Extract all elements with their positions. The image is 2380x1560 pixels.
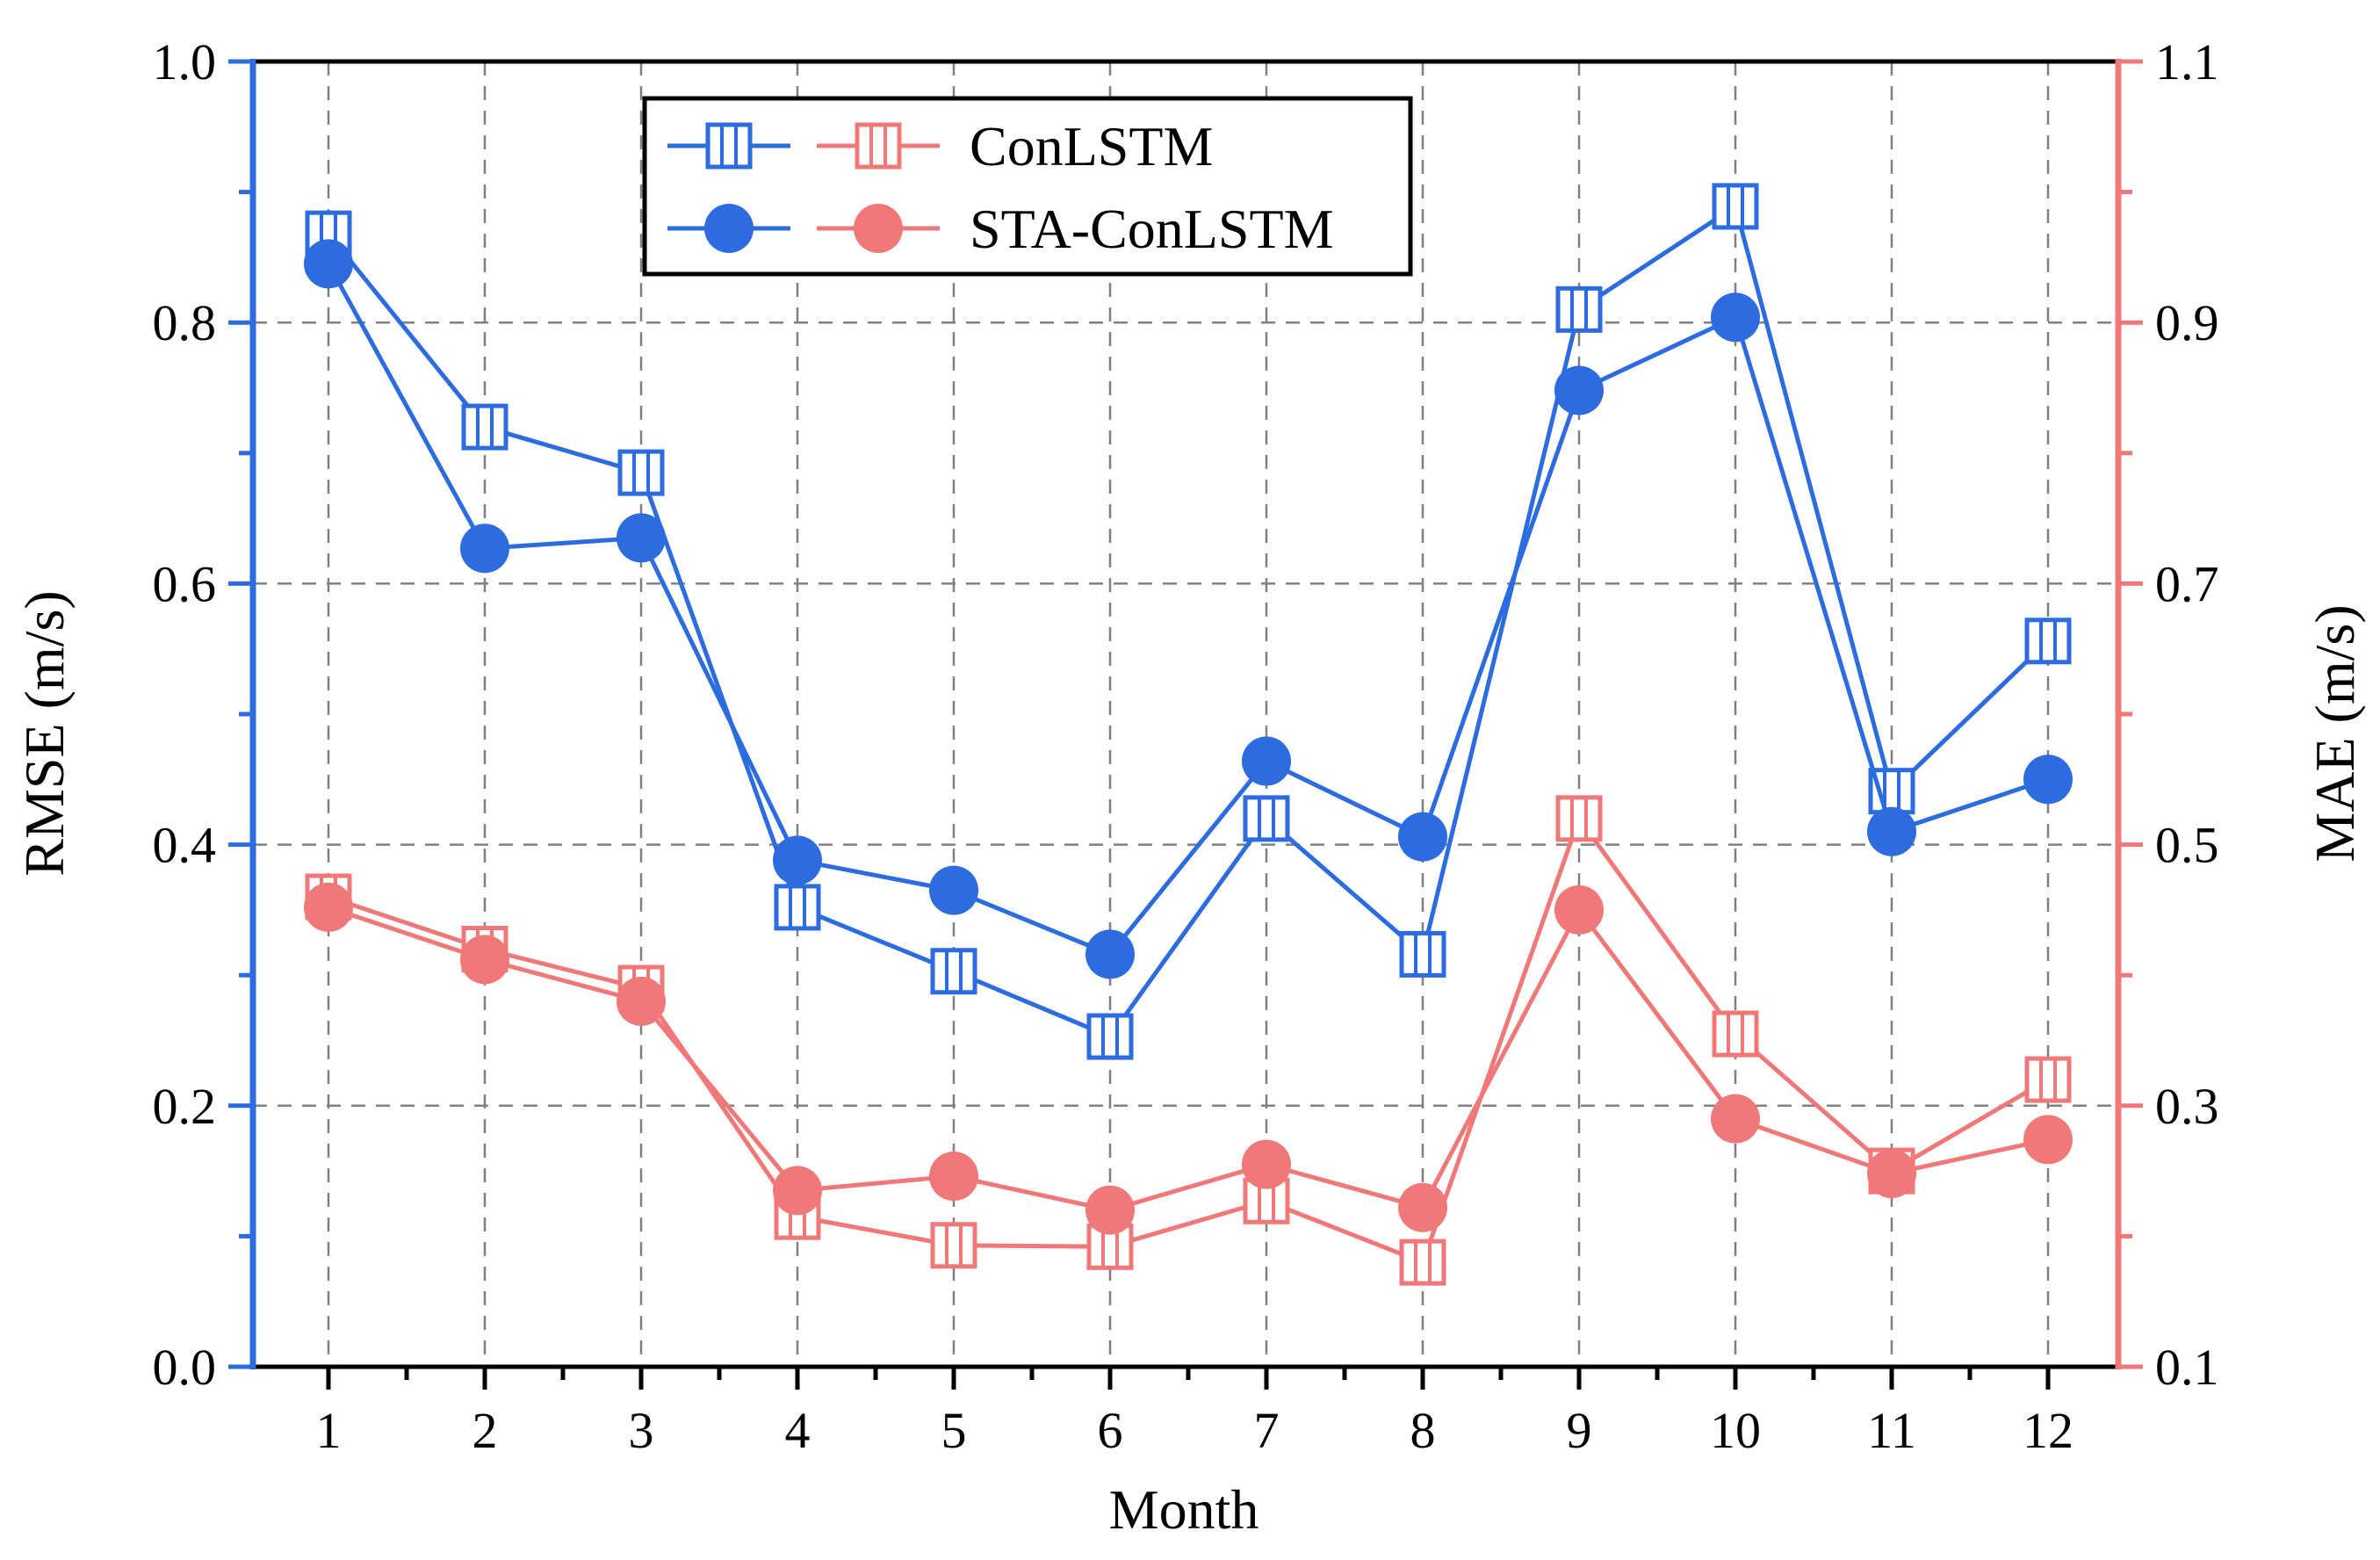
series-line-sta-conlstm-mae bbox=[328, 905, 2049, 1213]
data-point-sta-conlstm-rmse bbox=[929, 865, 978, 915]
data-point-conlstm-rmse bbox=[1555, 285, 1603, 333]
y-left-tick-label: 0.8 bbox=[153, 294, 217, 351]
x-tick-label: 11 bbox=[1867, 1402, 1916, 1459]
y-right-tick-label: 0.1 bbox=[2155, 1339, 2219, 1396]
data-point-conlstm-mae bbox=[2024, 1056, 2072, 1103]
legend-label: STA-ConLSTM bbox=[970, 198, 1333, 260]
data-point-conlstm-rmse bbox=[461, 403, 508, 451]
data-point-sta-conlstm-mae bbox=[617, 976, 666, 1026]
data-point-sta-conlstm-mae bbox=[1554, 885, 1604, 935]
data-point-sta-conlstm-mae bbox=[460, 935, 509, 985]
y-left-tick-label: 0.6 bbox=[153, 555, 217, 612]
series bbox=[304, 183, 2073, 1286]
data-point-sta-conlstm-mae bbox=[1867, 1149, 1916, 1199]
data-point-conlstm-mae bbox=[930, 1222, 977, 1269]
data-point-sta-conlstm-mae bbox=[1085, 1185, 1135, 1235]
series-sta-conlstm-mae bbox=[304, 882, 2073, 1235]
legend-square-marker bbox=[705, 122, 753, 170]
data-point-sta-conlstm-rmse bbox=[1242, 736, 1291, 786]
x-axis-title: Month bbox=[1109, 1478, 1259, 1541]
x-tick-label: 8 bbox=[1410, 1402, 1436, 1459]
y-right-tick-label: 1.1 bbox=[2155, 33, 2219, 90]
series-line-sta-conlstm-rmse bbox=[326, 263, 2049, 957]
data-point-sta-conlstm-rmse bbox=[1085, 929, 1135, 979]
data-point-sta-conlstm-rmse bbox=[773, 835, 822, 885]
data-point-sta-conlstm-mae bbox=[304, 882, 353, 932]
data-point-conlstm-rmse bbox=[2024, 618, 2072, 665]
x-tick-label: 1 bbox=[316, 1402, 342, 1459]
x-tick-label: 12 bbox=[2023, 1402, 2073, 1459]
data-point-sta-conlstm-rmse bbox=[1554, 365, 1604, 415]
data-point-conlstm-mae bbox=[1712, 1010, 1759, 1058]
data-point-sta-conlstm-rmse bbox=[1711, 292, 1760, 343]
data-point-sta-conlstm-rmse bbox=[1398, 812, 1447, 862]
x-tick-label: 10 bbox=[1710, 1402, 1761, 1459]
legend-item-sta-conlstm: STA-ConLSTM bbox=[667, 198, 1333, 260]
x-tick-label: 9 bbox=[1567, 1402, 1592, 1459]
y-right-tick-label: 0.7 bbox=[2155, 555, 2219, 612]
legend-circle-marker bbox=[854, 204, 903, 253]
y-left-tick-label: 0.4 bbox=[153, 817, 217, 874]
y-axis-right-title: MAE (m/s) bbox=[2304, 604, 2366, 862]
axis-ticks: 0.00.20.40.60.81.00.10.30.50.70.91.11 2 3 4… bbox=[153, 33, 2219, 1459]
data-point-conlstm-rmse bbox=[1243, 795, 1290, 842]
series-conlstm-rmse bbox=[305, 183, 2072, 1060]
data-point-conlstm-rmse bbox=[774, 884, 821, 931]
y-right-tick-label: 0.9 bbox=[2155, 294, 2219, 351]
data-point-sta-conlstm-rmse bbox=[1867, 806, 1916, 856]
series-line-conlstm-mae bbox=[328, 816, 2050, 1265]
y-left-tick-label: 0.2 bbox=[153, 1078, 217, 1135]
x-tick-label: 3 bbox=[629, 1402, 654, 1459]
data-point-conlstm-mae bbox=[1399, 1239, 1446, 1286]
x-tick-label: 7 bbox=[1254, 1402, 1280, 1459]
y-left-tick-label: 1.0 bbox=[153, 33, 217, 90]
data-point-sta-conlstm-rmse bbox=[617, 513, 666, 563]
data-point-conlstm-rmse bbox=[1399, 930, 1446, 978]
data-point-conlstm-rmse bbox=[930, 948, 977, 995]
y-left-tick-label: 0.0 bbox=[153, 1339, 217, 1396]
data-point-conlstm-rmse bbox=[1712, 183, 1759, 230]
data-point-sta-conlstm-rmse bbox=[304, 239, 353, 289]
x-tick-label: 6 bbox=[1098, 1402, 1123, 1459]
legend-box bbox=[642, 96, 1413, 277]
data-point-sta-conlstm-mae bbox=[1242, 1139, 1291, 1189]
grid bbox=[253, 61, 2118, 1367]
series-sta-conlstm-rmse bbox=[304, 239, 2073, 979]
data-point-sta-conlstm-mae bbox=[2023, 1115, 2073, 1165]
legend: ConLSTM STA-ConLSTM bbox=[642, 96, 1413, 277]
data-point-sta-conlstm-rmse bbox=[460, 524, 509, 574]
x-tick-label: 4 bbox=[785, 1402, 811, 1459]
data-point-sta-conlstm-mae bbox=[1711, 1094, 1760, 1144]
y-right-tick-label: 0.5 bbox=[2155, 817, 2219, 874]
series-line-conlstm-rmse bbox=[327, 204, 2050, 1039]
legend-square-marker bbox=[855, 122, 902, 170]
data-point-sta-conlstm-mae bbox=[1398, 1182, 1447, 1232]
data-point-conlstm-rmse bbox=[617, 449, 665, 496]
data-point-conlstm-mae bbox=[1555, 795, 1603, 842]
legend-label: ConLSTM bbox=[970, 115, 1213, 177]
legend-circle-marker bbox=[704, 204, 754, 253]
data-point-sta-conlstm-mae bbox=[773, 1166, 822, 1216]
data-point-conlstm-rmse bbox=[1086, 1013, 1134, 1060]
data-point-sta-conlstm-mae bbox=[929, 1152, 978, 1202]
legend-item-conlstm: ConLSTM bbox=[667, 115, 1213, 177]
data-point-sta-conlstm-rmse bbox=[2023, 755, 2073, 805]
y-axis-left-title: RMSE (m/s) bbox=[13, 590, 76, 876]
y-right-tick-label: 0.3 bbox=[2155, 1078, 2219, 1135]
x-tick-label: 5 bbox=[941, 1402, 967, 1459]
x-tick-label: 2 bbox=[472, 1402, 498, 1459]
